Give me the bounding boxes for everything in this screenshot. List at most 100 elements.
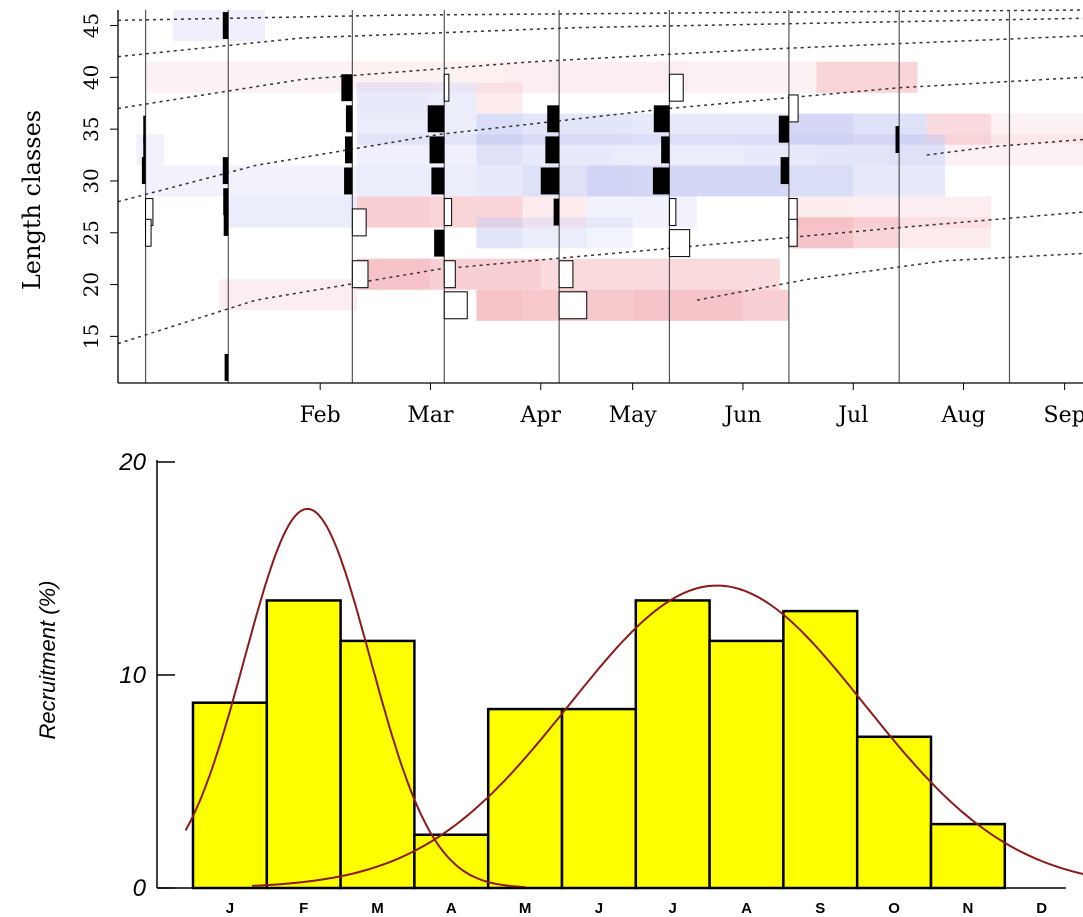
x-tick-label: Sep — [1044, 403, 1083, 428]
anomaly-cell — [228, 196, 357, 228]
sample-date-lines — [144, 10, 1011, 383]
recruitment-bar — [265, 599, 342, 890]
anomaly-cell — [356, 196, 431, 228]
x-tick-label: J — [226, 900, 234, 917]
recruitment-bars — [191, 599, 1007, 890]
anomaly-cell — [356, 134, 477, 166]
frequency-bar-negative — [443, 73, 450, 102]
anomaly-cell — [145, 165, 357, 197]
frequency-bar-positive — [547, 105, 560, 133]
x-tick-label: J — [669, 900, 677, 917]
anomaly-cell — [816, 61, 918, 93]
anomaly-cell — [476, 82, 523, 114]
normal-curve — [251, 584, 1083, 887]
anomaly-cell — [356, 61, 504, 93]
x-tick-label: Mar — [407, 403, 454, 428]
frequency-bar-positive — [780, 157, 789, 185]
frequency-bar-positive — [143, 136, 146, 164]
anomaly-cell — [476, 134, 523, 166]
frequency-bar-positive — [344, 167, 353, 195]
anomaly-cell — [816, 134, 890, 166]
recruitment-bar — [929, 822, 1007, 890]
x-tick-label: N — [962, 900, 973, 917]
y-ticks: 15 20 25 30 35 40 45 — [79, 13, 118, 349]
growth-curve — [117, 211, 1083, 345]
x-tick-label: A — [446, 900, 457, 917]
y-tick-label: 20 — [79, 272, 103, 297]
anomaly-cell — [476, 289, 523, 321]
y-tick-label: 10 — [119, 662, 146, 689]
frequency-bar-negative — [668, 229, 691, 258]
anomaly-cell — [356, 82, 431, 114]
anomaly-cell — [991, 113, 1083, 145]
anomaly-cell — [788, 165, 854, 197]
anomaly-cell — [356, 165, 477, 197]
x-tick-label: Jun — [722, 403, 761, 428]
frequency-bar-negative — [443, 291, 468, 320]
recruitment-bar — [486, 707, 564, 890]
frequency-bar-positive — [427, 105, 445, 133]
frequency-bar-positive — [223, 188, 229, 216]
recruitment-bar — [708, 639, 785, 890]
anomaly-cells — [136, 10, 1083, 321]
x-tick-label: Apr — [520, 403, 562, 428]
frequency-bar-negative — [558, 291, 588, 320]
frequency-bar-positive — [224, 353, 229, 381]
y-tick-label: 40 — [79, 65, 103, 90]
frequency-bar-positive — [143, 115, 146, 143]
normal-curves — [184, 507, 1083, 889]
anomaly-cell — [540, 258, 780, 290]
y-axis-title: Length classes — [18, 110, 46, 290]
frequency-bar-positive — [661, 136, 670, 164]
anomaly-cell — [136, 134, 164, 166]
x-tick-label: A — [741, 900, 752, 917]
growth-curve — [117, 76, 1083, 203]
frequency-bar-negative — [668, 73, 684, 102]
growth-curves — [117, 9, 1083, 345]
x-tick-label: Feb — [300, 403, 341, 428]
recruitment-panel: 0 10 20 J F M A M J J A S O N D Recruitment (%) — [35, 449, 1083, 917]
frequency-bar-positive — [222, 12, 229, 40]
frequency-bar-positive — [345, 136, 353, 164]
frequency-bar-positive — [431, 167, 445, 195]
anomaly-cell — [356, 258, 431, 290]
recruitment-bar — [191, 701, 269, 890]
anomaly-cell — [356, 113, 477, 145]
y-tick-label: 0 — [133, 875, 147, 902]
y-tick-label: 25 — [79, 220, 103, 245]
growth-curve — [117, 9, 1083, 22]
anomaly-cell — [742, 289, 789, 321]
frequency-bar-positive — [141, 157, 146, 185]
anomaly-cell — [853, 217, 900, 249]
frequency-bar-positive — [540, 167, 560, 195]
anomaly-cell — [476, 165, 523, 197]
frequency-bar-positive — [553, 198, 560, 226]
x-tick-label: O — [888, 900, 900, 917]
x-tick-label: J — [595, 900, 603, 917]
frequency-bar-positive — [223, 208, 229, 236]
frequency-bar-positive — [341, 74, 353, 102]
frequency-bar-positive — [545, 136, 560, 164]
x-tick-label: Aug — [940, 403, 985, 428]
frequency-bar-negative — [443, 260, 456, 289]
anomaly-cell — [145, 61, 357, 93]
anomaly-cell — [586, 217, 633, 249]
anomaly-cell — [586, 196, 697, 228]
x-tick-label: F — [299, 900, 308, 917]
x-tick-label: M — [519, 900, 532, 917]
frequency-bar-positive — [222, 157, 229, 185]
normal-curve — [184, 507, 526, 889]
frequency-bars — [141, 12, 900, 381]
frequency-bar-positive — [778, 115, 789, 143]
x-tick-label: May — [609, 403, 658, 428]
y-ticks: 0 10 20 — [118, 449, 175, 902]
anomaly-cell — [504, 61, 688, 93]
frequency-bar-negative — [351, 260, 369, 289]
recruitment-bar — [855, 735, 933, 890]
x-tick-label: D — [1036, 900, 1047, 917]
anomaly-cell — [945, 134, 1083, 166]
growth-curve — [926, 138, 1083, 156]
anomaly-cell — [586, 165, 633, 197]
